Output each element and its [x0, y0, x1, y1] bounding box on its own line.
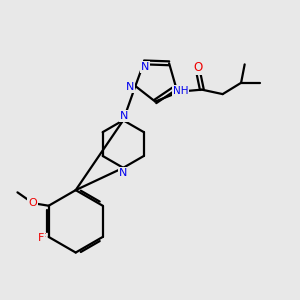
Text: NH: NH	[173, 86, 188, 96]
Text: F: F	[38, 232, 44, 242]
Text: O: O	[28, 198, 37, 208]
Text: N: N	[141, 62, 149, 72]
Text: N: N	[126, 82, 134, 92]
Text: N: N	[141, 62, 149, 72]
Text: F: F	[40, 233, 46, 243]
Text: N: N	[126, 82, 134, 92]
Text: N: N	[120, 111, 128, 121]
Text: N: N	[119, 168, 128, 178]
Text: O: O	[28, 198, 37, 208]
Text: N: N	[119, 168, 128, 178]
Text: O: O	[194, 61, 203, 74]
